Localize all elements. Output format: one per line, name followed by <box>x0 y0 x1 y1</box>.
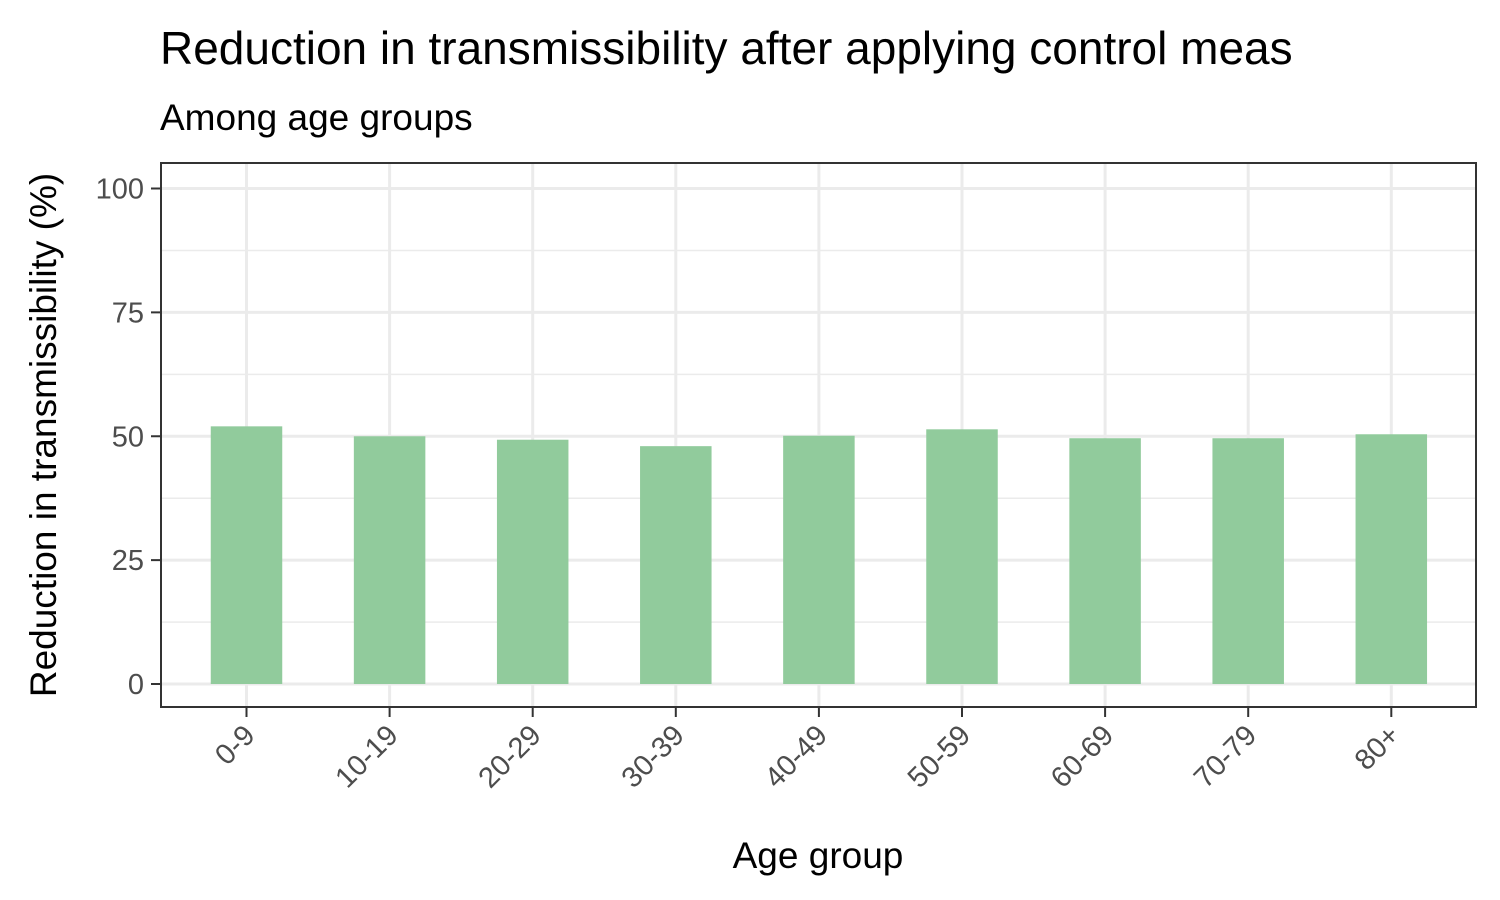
x-tick-label: 40-49 <box>759 719 834 794</box>
x-tick-label: 60-69 <box>1045 719 1120 794</box>
y-tick-label: 25 <box>112 545 144 577</box>
y-tick-label: 50 <box>112 421 144 453</box>
chart-subtitle: Among age groups <box>160 97 473 138</box>
bar-40-49 <box>783 435 855 684</box>
bar-10-19 <box>353 436 426 684</box>
bar-20-29 <box>496 439 569 684</box>
y-tick-label: 0 <box>128 669 144 701</box>
bar-80+ <box>1355 434 1428 684</box>
x-tick-label: 70-79 <box>1188 719 1263 794</box>
x-tick-label: 0-9 <box>209 719 261 771</box>
x-tick-label: 10-19 <box>329 719 404 794</box>
bar-60-69 <box>1069 438 1141 684</box>
bar-50-59 <box>926 429 998 684</box>
bar-0-9 <box>210 426 283 684</box>
y-tick-label: 100 <box>96 174 144 206</box>
x-axis-title: Age group <box>733 835 904 876</box>
chart-title: Reduction in transmissibility after appl… <box>160 22 1293 74</box>
bar-70-79 <box>1212 438 1284 684</box>
x-axis-ticks: 0-9 10-19 20-29 30-39 40-49 50-59 60-69 70-79 80… <box>209 707 1406 794</box>
bar-30-39 <box>640 446 712 684</box>
y-axis-ticks: 0 25 50 75 100 <box>96 174 161 701</box>
y-axis-title: Reduction in transmissibility (%) <box>23 173 64 697</box>
x-tick-label: 30-39 <box>616 719 691 794</box>
y-tick-label: 75 <box>112 297 144 329</box>
x-tick-label: 20-29 <box>473 719 548 794</box>
x-tick-label: 50-59 <box>902 719 977 794</box>
x-tick-label: 80+ <box>1349 719 1406 776</box>
bars <box>210 426 1428 684</box>
